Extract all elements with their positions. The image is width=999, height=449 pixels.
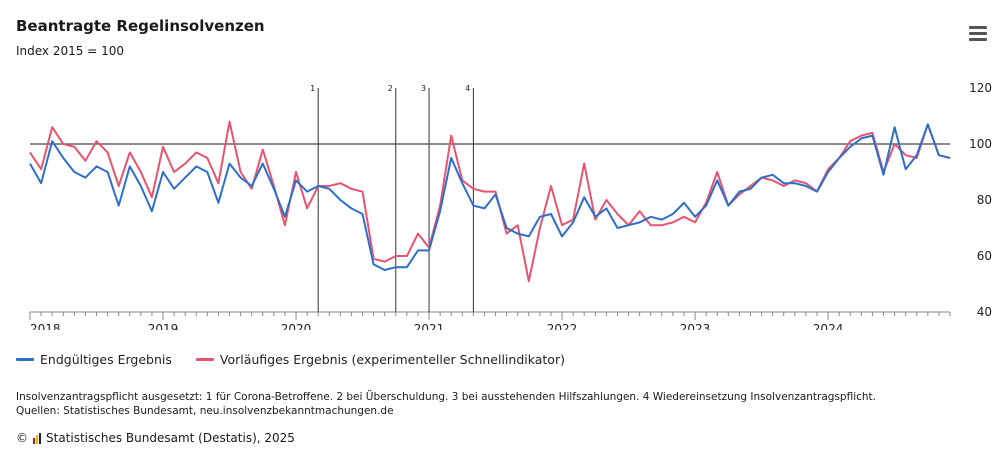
event-label: 4 <box>465 84 470 93</box>
x-tick-label: 2023 <box>680 322 711 330</box>
event-label: 2 <box>388 84 393 93</box>
x-tick-label: 2022 <box>547 322 578 330</box>
chart-title: Beantragte Regelinsolvenzen <box>16 17 265 35</box>
chart-subtitle: Index 2015 = 100 <box>16 44 124 58</box>
copyright-symbol: © <box>16 431 28 445</box>
legend-swatch-final <box>16 358 34 361</box>
x-tick-label: 2019 <box>148 322 179 330</box>
x-tick-label: 2024 <box>813 322 844 330</box>
series-line-final <box>29 123 951 271</box>
series-line-prelim <box>29 120 951 283</box>
event-label: 3 <box>421 84 426 93</box>
y-tick-label: 80 <box>977 193 992 207</box>
legend-swatch-prelim <box>195 358 214 361</box>
note-line-events: Insolvenzantragspflicht ausgesetzt: 1 fü… <box>16 391 876 403</box>
note-line-sources: Quellen: Statistisches Bundesamt, neu.in… <box>16 405 394 417</box>
y-tick-label: 100 <box>969 137 992 151</box>
hamburger-menu-icon[interactable] <box>969 26 987 42</box>
x-tick-label: 2018 <box>30 322 61 330</box>
legend-label-prelim: Vorläufiges Ergebnis (experimenteller Sc… <box>219 352 565 367</box>
legend-item-prelim[interactable]: Vorläufiges Ergebnis (experimenteller Sc… <box>195 352 565 367</box>
line-chart: 2018 2019 2020 2021 2022 2023 2024 40 60 80 100 120… <box>29 81 992 330</box>
y-tick-label: 120 <box>969 81 992 95</box>
y-tick-label: 40 <box>977 305 992 319</box>
chart-notes: Insolvenzantragspflicht ausgesetzt: 1 fü… <box>16 390 876 418</box>
legend-item-final[interactable]: Endgültiges Ergebnis <box>16 352 172 367</box>
credits-text: Statistisches Bundesamt (Destatis), 2025 <box>46 431 295 445</box>
legend: Endgültiges Ergebnis Vorläufiges Ergebni… <box>16 352 565 367</box>
legend-label-final: Endgültiges Ergebnis <box>40 352 172 367</box>
x-tick-label: 2020 <box>281 322 312 330</box>
x-tick-label: 2021 <box>414 322 445 330</box>
credits: © Statistisches Bundesamt (Destatis), 20… <box>16 431 295 445</box>
destatis-logo-icon <box>33 432 41 444</box>
y-tick-label: 60 <box>977 249 992 263</box>
event-label: 1 <box>310 84 315 93</box>
